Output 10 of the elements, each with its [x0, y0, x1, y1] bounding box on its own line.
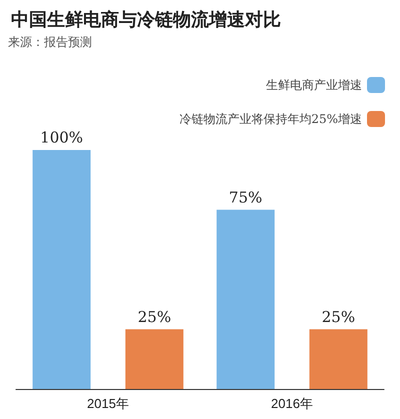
data-label: 100%: [40, 128, 84, 146]
data-label: 25%: [322, 308, 356, 326]
data-label: 25%: [138, 308, 172, 326]
legend-label: 生鲜电商产业增速: [266, 78, 362, 92]
legend-label: 冷链物流产业将保持年均25%增速: [179, 112, 362, 126]
data-label: 75%: [228, 188, 262, 206]
x-tick-label: 2015年: [87, 396, 129, 411]
x-tick-label: 2016年: [271, 396, 313, 411]
chart-title: 中国生鲜电商与冷链物流增速对比: [11, 10, 281, 30]
source-note: 来源：报告预测: [8, 35, 92, 49]
